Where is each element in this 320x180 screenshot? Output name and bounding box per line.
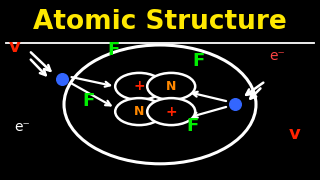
Text: F: F xyxy=(82,92,94,110)
Circle shape xyxy=(115,98,163,125)
Text: +: + xyxy=(133,79,145,93)
Circle shape xyxy=(147,73,195,100)
Text: Atomic Structure: Atomic Structure xyxy=(33,9,287,35)
Text: e⁻: e⁻ xyxy=(269,49,285,63)
Point xyxy=(233,103,238,106)
Text: v: v xyxy=(9,38,20,56)
Circle shape xyxy=(147,98,195,125)
Text: N: N xyxy=(166,80,176,93)
Text: F: F xyxy=(108,41,120,59)
Text: F: F xyxy=(186,117,198,135)
Text: N: N xyxy=(134,105,144,118)
Text: v: v xyxy=(289,125,300,143)
Text: F: F xyxy=(192,52,204,70)
Text: +: + xyxy=(165,105,177,119)
Circle shape xyxy=(115,73,163,100)
Point xyxy=(60,78,65,81)
Text: e⁻: e⁻ xyxy=(14,120,30,134)
